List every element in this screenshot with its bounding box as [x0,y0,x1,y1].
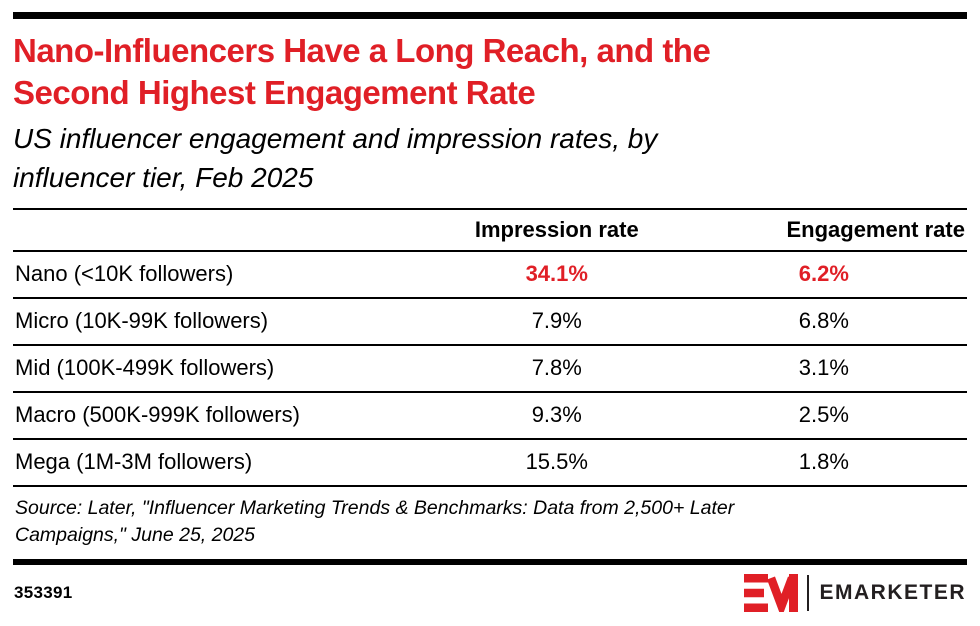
table-row-mid: Mid (100K-499K followers) 7.8% 3.1% [13,346,967,393]
column-header-impression-rate: Impression rate [474,216,639,242]
table-row-macro: Macro (500K-999K followers) 9.3% 2.5% [13,393,967,440]
emarketer-em-monogram-icon [743,574,798,613]
chart-subtitle-line1: US influencer engagement and impression … [13,123,658,155]
chart-card: Nano-Influencers Have a Long Reach, and … [0,12,980,626]
table-row-nano: Nano (<10K followers) 34.1% 6.2% [13,252,967,299]
engagement-rate-value: 6.2% [798,261,849,287]
engagement-rate-value: 3.1% [798,355,849,381]
top-accent-bar [13,12,967,19]
chart-subtitle: US influencer engagement and impression … [13,120,967,197]
table-row-micro: Micro (10K-99K followers) 7.9% 6.8% [13,299,967,346]
bottom-accent-bar [13,559,967,566]
engagement-rate-value: 2.5% [798,402,849,428]
chart-title-line2: Second Highest Engagement Rate [13,74,536,112]
impression-rate-value: 15.5% [525,449,588,475]
row-label: Mid (100K-499K followers) [15,355,275,381]
column-header-engagement-rate: Engagement rate [786,216,965,242]
engagement-rate-value: 6.8% [798,308,849,334]
chart-id: 353391 [14,583,73,603]
logo-divider [806,575,810,612]
chart-title: Nano-Influencers Have a Long Reach, and … [13,30,967,114]
impression-rate-value: 34.1% [525,261,588,287]
impression-rate-value: 7.9% [531,308,582,334]
chart-subtitle-line2: influencer tier, Feb 2025 [13,162,314,194]
engagement-rate-value: 1.8% [798,449,849,475]
source-note-line2: Campaigns," June 25, 2025 [15,524,255,547]
row-label: Mega (1M-3M followers) [15,449,253,475]
emarketer-logo: EMARKETER [743,574,966,613]
impression-rate-value: 7.8% [531,355,582,381]
row-label: Nano (<10K followers) [15,261,234,287]
row-label: Micro (10K-99K followers) [15,308,269,334]
chart-title-line1: Nano-Influencers Have a Long Reach, and … [13,32,711,69]
row-label: Macro (500K-999K followers) [15,402,300,428]
impression-rate-value: 9.3% [531,402,582,428]
footer: 353391 EMARKETER [13,565,967,618]
brand-wordmark: EMARKETER [819,581,966,605]
source-note-line1: Source: Later, "Influencer Marketing Tre… [15,496,735,519]
table-row-mega: Mega (1M-3M followers) 15.5% 1.8% [13,440,967,487]
source-note: Source: Later, "Influencer Marketing Tre… [13,487,967,559]
data-table: Impression rate Engagement rate Nano (<1… [13,207,967,487]
table-header-row: Impression rate Engagement rate [13,210,967,252]
